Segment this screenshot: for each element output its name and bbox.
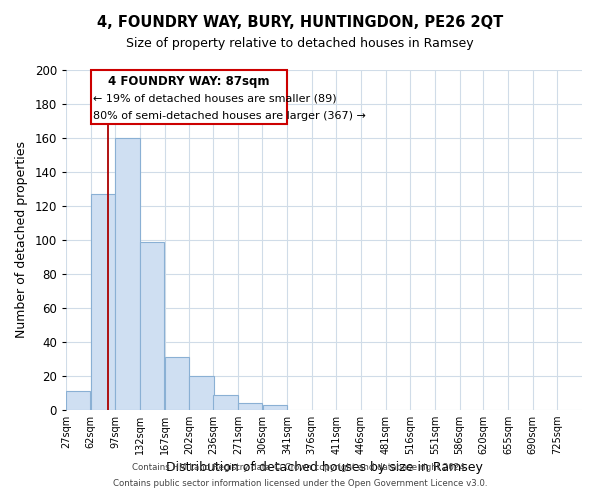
FancyBboxPatch shape <box>91 70 287 124</box>
Text: 80% of semi-detached houses are larger (367) →: 80% of semi-detached houses are larger (… <box>94 111 367 121</box>
Bar <box>263 405 287 410</box>
Text: Contains HM Land Registry data © Crown copyright and database right 2024.: Contains HM Land Registry data © Crown c… <box>132 464 468 472</box>
Text: Size of property relative to detached houses in Ramsey: Size of property relative to detached ho… <box>126 38 474 51</box>
Bar <box>214 394 238 410</box>
Bar <box>140 242 164 410</box>
Bar <box>190 376 214 410</box>
Bar <box>165 358 189 410</box>
Text: 4, FOUNDRY WAY, BURY, HUNTINGDON, PE26 2QT: 4, FOUNDRY WAY, BURY, HUNTINGDON, PE26 2… <box>97 15 503 30</box>
Bar <box>238 403 262 410</box>
Text: ← 19% of detached houses are smaller (89): ← 19% of detached houses are smaller (89… <box>94 94 337 104</box>
Bar <box>66 392 91 410</box>
Bar <box>91 194 115 410</box>
Bar <box>115 138 140 410</box>
Text: Contains public sector information licensed under the Open Government Licence v3: Contains public sector information licen… <box>113 478 487 488</box>
Text: 4 FOUNDRY WAY: 87sqm: 4 FOUNDRY WAY: 87sqm <box>108 75 269 88</box>
Y-axis label: Number of detached properties: Number of detached properties <box>14 142 28 338</box>
X-axis label: Distribution of detached houses by size in Ramsey: Distribution of detached houses by size … <box>166 462 482 474</box>
